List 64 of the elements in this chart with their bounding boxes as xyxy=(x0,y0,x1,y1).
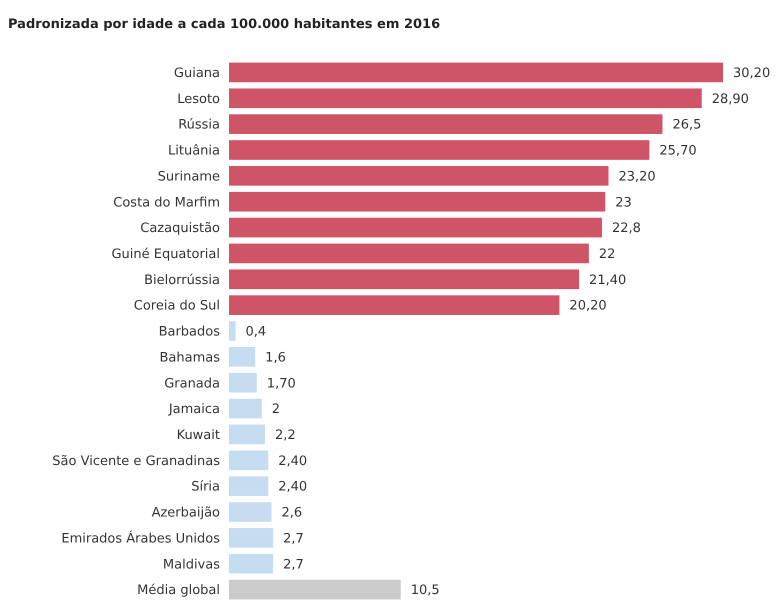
bar xyxy=(229,398,262,418)
y-tick-label: Bahamas xyxy=(160,350,220,366)
y-tick-label: Kuwait xyxy=(176,428,220,443)
y-tick-label: Granada xyxy=(164,376,220,392)
y-tick-label: Coreia do Sul xyxy=(134,298,220,314)
bar xyxy=(229,88,702,108)
data-label: 2,7 xyxy=(283,531,304,546)
y-tick-label: São Vicente e Granadinas xyxy=(52,454,220,469)
bar xyxy=(229,347,256,367)
bar xyxy=(229,554,274,574)
data-label: 28,90 xyxy=(712,92,749,107)
bar xyxy=(229,580,401,600)
bar xyxy=(229,269,580,290)
bar xyxy=(229,372,257,393)
data-label: 20,20 xyxy=(569,298,607,314)
bar xyxy=(229,476,268,496)
y-tick-label: Bielorrússia xyxy=(144,272,220,288)
data-label: 0,4 xyxy=(246,324,266,340)
y-tick-label: Síria xyxy=(191,480,220,495)
bar xyxy=(229,192,606,212)
data-label: 26,5 xyxy=(672,118,702,133)
data-label: 2 xyxy=(272,402,280,418)
y-tick-label: Barbados xyxy=(158,324,220,340)
data-label: 22,8 xyxy=(612,221,641,236)
bar xyxy=(229,218,602,238)
bar xyxy=(229,62,723,82)
data-label: 23,20 xyxy=(618,169,656,184)
bar xyxy=(229,321,236,341)
y-tick-label: Lituânia xyxy=(168,144,220,159)
data-label: 2,2 xyxy=(274,428,296,443)
y-tick-label: Maldivas xyxy=(162,557,220,572)
y-tick-label: Média global xyxy=(137,583,220,598)
chart-title: Padronizada por idade a cada 100.000 habitantes em 2016 xyxy=(8,17,440,32)
bar xyxy=(229,166,608,186)
y-tick-label: Guiné Equatorial xyxy=(111,246,220,262)
data-label: 1,70 xyxy=(266,376,296,392)
data-label: 1,6 xyxy=(265,350,286,366)
bar xyxy=(229,502,272,522)
data-label: 2,40 xyxy=(278,480,308,495)
bar xyxy=(229,528,274,548)
y-tick-label: Lesoto xyxy=(177,92,220,107)
bar xyxy=(229,424,265,444)
data-label: 23 xyxy=(615,195,632,210)
bar xyxy=(229,140,650,160)
y-tick-label: Suriname xyxy=(158,169,220,184)
data-label: 21,40 xyxy=(589,272,626,288)
y-tick-label: Jamaica xyxy=(168,402,220,418)
data-label: 10,5 xyxy=(410,583,440,598)
y-tick-label: Rússia xyxy=(178,118,220,133)
data-label: 25,70 xyxy=(659,144,697,159)
data-label: 2,40 xyxy=(278,454,308,469)
bar xyxy=(229,244,589,264)
y-tick-label: Costa do Marfim xyxy=(113,195,220,210)
bar xyxy=(229,450,268,470)
y-tick-label: Guiana xyxy=(174,66,220,81)
y-tick-label: Emirados Árabes Unidos xyxy=(61,529,220,546)
data-label: 2,7 xyxy=(283,557,304,572)
data-label: 2,6 xyxy=(282,506,302,521)
y-tick-label: Azerbaijão xyxy=(152,506,220,521)
data-label: 22 xyxy=(598,246,616,262)
y-tick-label: Cazaquistão xyxy=(140,221,220,236)
data-label: 30,20 xyxy=(733,66,770,81)
bar xyxy=(229,114,662,134)
bar xyxy=(229,295,560,315)
